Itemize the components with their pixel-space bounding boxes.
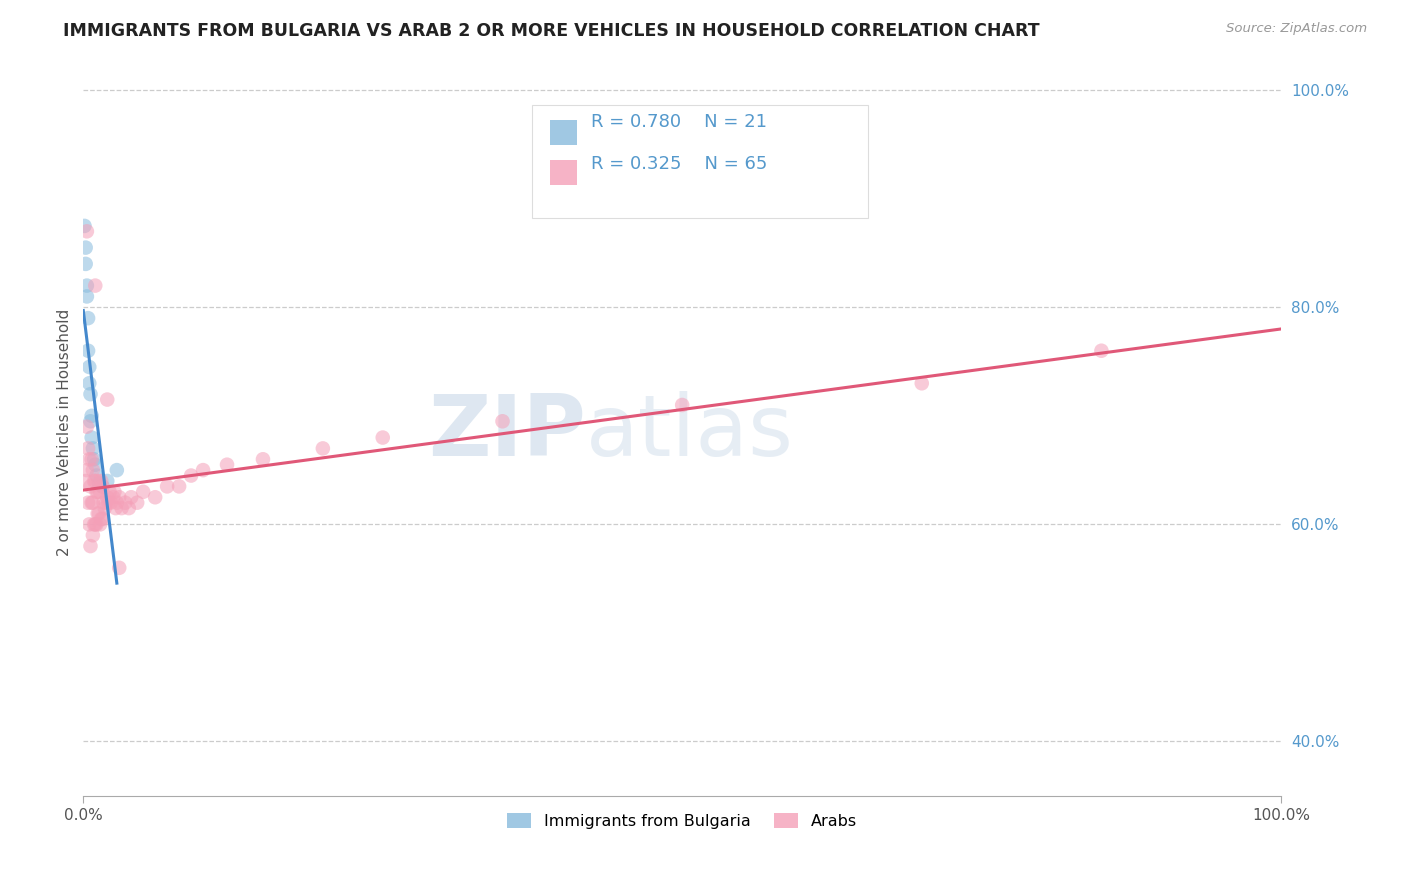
Point	[127, 496, 149, 510]
Point	[79, 414, 101, 428]
Point	[96, 474, 118, 488]
Point	[114, 496, 136, 510]
Point	[84, 278, 107, 293]
Point	[82, 528, 104, 542]
Point	[191, 463, 214, 477]
Point	[671, 398, 693, 412]
Point	[90, 474, 112, 488]
Text: Source: ZipAtlas.com: Source: ZipAtlas.com	[1226, 22, 1367, 36]
Point	[84, 517, 107, 532]
Point	[77, 311, 100, 326]
Point	[84, 474, 107, 488]
Point	[77, 359, 100, 374]
Point	[90, 512, 112, 526]
Point	[143, 490, 166, 504]
Point	[94, 496, 117, 510]
Point	[120, 490, 142, 504]
Point	[93, 496, 115, 510]
Point	[86, 507, 108, 521]
Point	[96, 490, 118, 504]
Point	[97, 496, 120, 510]
Point	[86, 484, 108, 499]
Point	[75, 241, 97, 255]
Point	[94, 501, 117, 516]
Point	[167, 479, 190, 493]
Point	[77, 452, 100, 467]
Point	[1090, 343, 1112, 358]
Point	[91, 512, 114, 526]
Point	[77, 496, 100, 510]
Point	[132, 484, 155, 499]
FancyBboxPatch shape	[550, 161, 576, 185]
Point	[86, 484, 108, 499]
Point	[80, 409, 103, 423]
Point	[104, 501, 127, 516]
Point	[105, 463, 128, 477]
Point	[252, 452, 274, 467]
Point	[91, 479, 114, 493]
Point	[79, 387, 101, 401]
Point	[75, 474, 97, 488]
Point	[215, 458, 238, 472]
Point	[80, 431, 103, 445]
Point	[76, 224, 98, 238]
Point	[87, 476, 110, 491]
Point	[89, 484, 111, 499]
Point	[108, 490, 131, 504]
Point	[108, 561, 131, 575]
Point	[87, 507, 110, 521]
Point	[80, 452, 103, 467]
Point	[89, 517, 111, 532]
Point	[111, 501, 134, 516]
Point	[79, 479, 101, 493]
Point	[156, 479, 179, 493]
Point	[77, 376, 100, 391]
Point	[83, 452, 105, 467]
Point	[103, 490, 125, 504]
Point	[77, 442, 100, 456]
Point	[82, 496, 104, 510]
Point	[86, 517, 108, 532]
Point	[76, 278, 98, 293]
Text: ZIP: ZIP	[429, 391, 586, 474]
Point	[76, 289, 98, 303]
Point	[312, 442, 335, 456]
Point	[82, 442, 104, 456]
Point	[73, 219, 96, 233]
Point	[83, 474, 105, 488]
Point	[76, 419, 98, 434]
Point	[79, 539, 101, 553]
Point	[911, 376, 934, 391]
Point	[77, 517, 100, 532]
Point	[82, 463, 104, 477]
Point	[76, 463, 98, 477]
Point	[75, 257, 97, 271]
Text: atlas: atlas	[586, 391, 794, 474]
Point	[180, 468, 202, 483]
Point	[84, 458, 107, 472]
Point	[371, 431, 394, 445]
FancyBboxPatch shape	[533, 105, 868, 218]
Point	[118, 501, 141, 516]
Text: R = 0.780    N = 21: R = 0.780 N = 21	[591, 112, 768, 130]
Point	[491, 414, 513, 428]
Point	[96, 392, 118, 407]
Point	[103, 484, 125, 499]
Legend: Immigrants from Bulgaria, Arabs: Immigrants from Bulgaria, Arabs	[501, 806, 863, 835]
Point	[100, 496, 122, 510]
Text: R = 0.325    N = 65: R = 0.325 N = 65	[591, 155, 768, 173]
Point	[80, 496, 103, 510]
Text: IMMIGRANTS FROM BULGARIA VS ARAB 2 OR MORE VEHICLES IN HOUSEHOLD CORRELATION CHA: IMMIGRANTS FROM BULGARIA VS ARAB 2 OR MO…	[63, 22, 1040, 40]
Point	[86, 468, 108, 483]
Point	[98, 484, 121, 499]
FancyBboxPatch shape	[550, 120, 576, 145]
Y-axis label: 2 or more Vehicles in Household: 2 or more Vehicles in Household	[58, 309, 72, 556]
Point	[91, 479, 114, 493]
Point	[87, 474, 110, 488]
Point	[105, 496, 128, 510]
Point	[77, 343, 100, 358]
Point	[83, 517, 105, 532]
